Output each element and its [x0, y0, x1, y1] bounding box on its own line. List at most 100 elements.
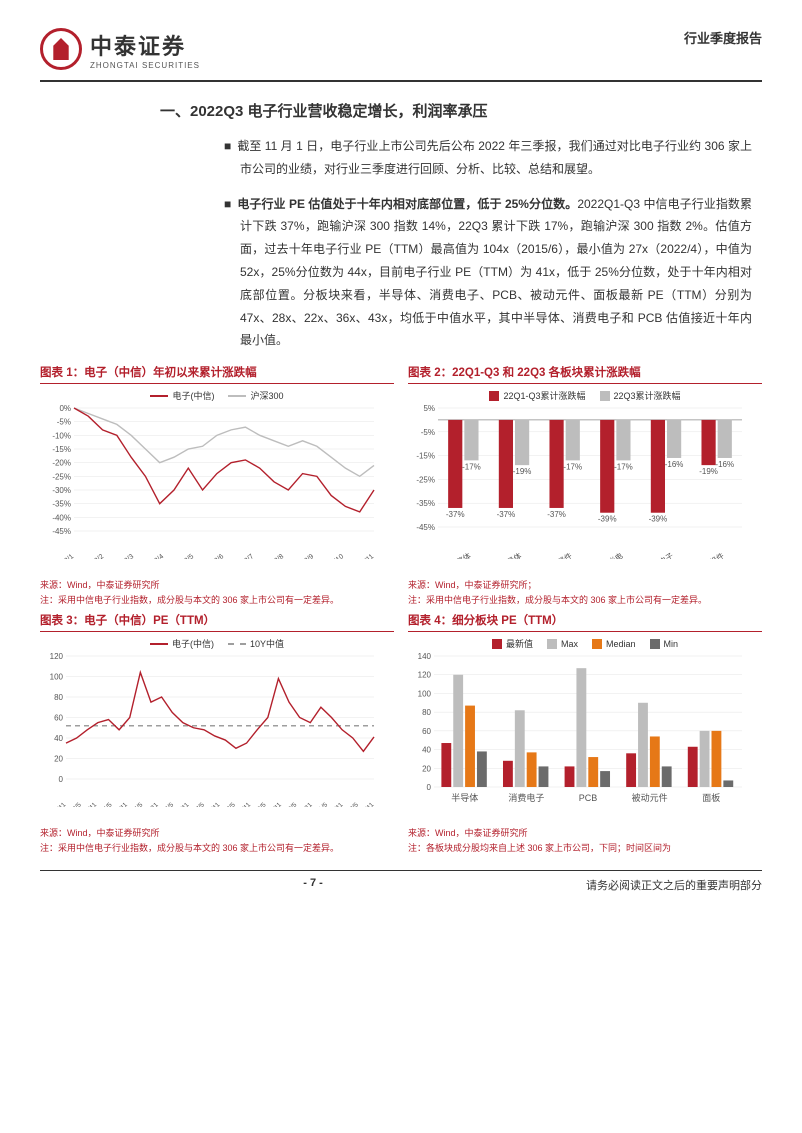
svg-text:5%: 5%: [423, 404, 435, 413]
svg-text:元器件: 元器件: [549, 550, 574, 559]
svg-text:140: 140: [418, 652, 432, 661]
logo-text-cn: 中泰证券: [90, 29, 200, 61]
svg-text:-39%: -39%: [649, 515, 668, 524]
svg-text:2022/4: 2022/4: [144, 553, 165, 559]
chart4-legend-0: 最新值: [506, 637, 533, 650]
chart-3: 图表 3：电子（中信）PE（TTM） 电子(中信) 10Y中值 120 100 80…: [40, 612, 394, 854]
svg-text:消费电子: 消费电子: [508, 792, 544, 803]
para2-rest: 2022Q1-Q3 中信电子行业指数累计下跌 37%，跑输沪深 300 指数 1…: [240, 197, 752, 348]
svg-text:-39%: -39%: [598, 515, 617, 524]
svg-text:半导体: 半导体: [451, 792, 478, 803]
svg-text:120: 120: [50, 652, 64, 661]
svg-text:60: 60: [54, 714, 63, 723]
chart2-note: 注：采用中信电子行业指数，成分股与本文的 306 家上市公司有一定差异。: [408, 593, 762, 606]
svg-text:半导体: 半导体: [499, 550, 524, 559]
svg-text:0: 0: [59, 775, 64, 784]
svg-text:被动元件: 被动元件: [632, 792, 668, 803]
chart4-note: 注：各板块成分股均来自上述 306 家上市公司，下同；时间区间为: [408, 841, 762, 854]
chart4-source: 来源：Wind，中泰证券研究所: [408, 826, 762, 839]
svg-text:-17%: -17%: [462, 463, 481, 472]
svg-text:-10%: -10%: [52, 432, 71, 441]
svg-text:消费电子: 消费电子: [644, 550, 675, 559]
svg-text:2022/10: 2022/10: [321, 553, 345, 559]
chart1-note: 注：采用中信电子行业指数，成分股与本文的 306 家上市公司有一定差异。: [40, 593, 394, 606]
company-logo: 中泰证券 ZHONGTAI SECURITIES: [40, 28, 200, 70]
svg-text:120: 120: [418, 671, 432, 680]
footer-disclaimer: 请务必阅读正文之后的重要声明部分: [586, 877, 762, 893]
logo-text-en: ZHONGTAI SECURITIES: [90, 61, 200, 70]
svg-text:80: 80: [54, 693, 63, 702]
svg-text:2022/7: 2022/7: [234, 553, 255, 559]
svg-text:-37%: -37%: [547, 510, 566, 519]
chart4-legend-3: Min: [664, 639, 679, 649]
chart3-legend-1: 10Y中值: [250, 637, 284, 650]
chart4-legend-2: Median: [606, 639, 636, 649]
chart4-legend: 最新值 Max Median Min: [408, 637, 762, 650]
svg-text:2022/3: 2022/3: [114, 553, 135, 559]
logo-icon: [40, 28, 82, 70]
svg-text:-40%: -40%: [52, 514, 71, 523]
para1-text: 截至 11 月 1 日，电子行业上市公司先后公布 2022 年三季报，我们通过对…: [237, 139, 752, 176]
svg-text:-16%: -16%: [665, 460, 684, 469]
svg-text:电子整体: 电子整体: [442, 550, 473, 559]
chart4-title: 图表 4：细分板块 PE（TTM）: [408, 612, 762, 632]
svg-text:60: 60: [422, 727, 431, 736]
chart2-legend: 22Q1-Q3累计涨跌幅 22Q3累计涨跌幅: [408, 389, 762, 402]
chart1-legend-1: 沪深300: [250, 389, 283, 402]
svg-text:2022/1: 2022/1: [54, 553, 75, 559]
chart2-legend-0: 22Q1-Q3累计涨跌幅: [503, 389, 585, 402]
para2-bold: 电子行业 PE 估值处于十年内相对底部位置，低于 25%分位数。: [237, 197, 577, 211]
svg-text:-17%: -17%: [614, 463, 633, 472]
svg-text:-45%: -45%: [52, 527, 71, 536]
svg-text:-5%: -5%: [421, 428, 435, 437]
svg-text:-20%: -20%: [52, 459, 71, 468]
svg-text:-45%: -45%: [416, 523, 435, 532]
svg-text:光学光电: 光学光电: [594, 550, 625, 559]
chart4-legend-1: Max: [561, 639, 578, 649]
chart3-note: 注：采用中信电子行业指数，成分股与本文的 306 家上市公司有一定差异。: [40, 841, 394, 854]
chart2-legend-1: 22Q3累计涨跌幅: [614, 389, 681, 402]
svg-text:20: 20: [422, 764, 431, 773]
svg-text:0: 0: [427, 783, 432, 792]
chart1-source: 来源：Wind，中泰证券研究所: [40, 578, 394, 591]
svg-text:2022/6: 2022/6: [204, 553, 225, 559]
svg-text:20: 20: [54, 755, 63, 764]
svg-text:2022/9: 2022/9: [294, 553, 315, 559]
page-header: 中泰证券 ZHONGTAI SECURITIES 行业季度报告: [40, 28, 762, 82]
svg-text:40: 40: [422, 746, 431, 755]
chart-2: 图表 2：22Q1-Q3 和 22Q3 各板块累计涨跌幅 22Q1-Q3累计涨跌…: [408, 364, 762, 606]
chart2-svg: 5% -5% -15% -25% -35% -45% -37% -17% 电子整体 -37% -19…: [408, 404, 748, 559]
page-footer: - 7 - 请务必阅读正文之后的重要声明部分: [40, 870, 762, 893]
chart2-source: 来源：Wind，中泰证券研究所；: [408, 578, 762, 591]
chart-4: 图表 4：细分板块 PE（TTM） 最新值 Max Median Min 140…: [408, 612, 762, 854]
svg-text:-17%: -17%: [563, 463, 582, 472]
svg-text:40: 40: [54, 734, 63, 743]
chart1-title: 图表 1：电子（中信）年初以来累计涨跌幅: [40, 364, 394, 384]
chart4-svg: 140120100806040200半导体消费电子PCB被动元件面板: [408, 652, 748, 807]
charts-grid: 图表 1：电子（中信）年初以来累计涨跌幅 电子(中信) 沪深300 0% -5% -…: [40, 364, 762, 854]
svg-text:2022/5: 2022/5: [174, 553, 195, 559]
svg-text:-15%: -15%: [52, 445, 71, 454]
svg-text:80: 80: [422, 708, 431, 717]
svg-text:2022/11: 2022/11: [352, 553, 376, 559]
chart1-legend-0: 电子(中信): [172, 389, 214, 402]
svg-text:PCB: PCB: [579, 793, 598, 803]
section-heading: 一、2022Q3 电子行业营收稳定增长，利润率承压: [160, 100, 762, 121]
svg-text:100: 100: [50, 673, 64, 682]
svg-text:-35%: -35%: [416, 499, 435, 508]
svg-text:-25%: -25%: [52, 473, 71, 482]
svg-text:-37%: -37%: [497, 510, 516, 519]
svg-text:2022/8: 2022/8: [264, 553, 285, 559]
svg-text:-15%: -15%: [416, 452, 435, 461]
chart3-title: 图表 3：电子（中信）PE（TTM）: [40, 612, 394, 632]
svg-text:-25%: -25%: [416, 476, 435, 485]
svg-text:0%: 0%: [59, 404, 71, 413]
page-number: - 7 -: [303, 877, 323, 893]
chart3-source: 来源：Wind，中泰证券研究所: [40, 826, 394, 839]
chart3-legend-0: 电子(中信): [172, 637, 214, 650]
svg-text:-35%: -35%: [52, 500, 71, 509]
document-type: 行业季度报告: [684, 28, 762, 47]
chart3-legend: 电子(中信) 10Y中值: [40, 637, 394, 650]
chart-1: 图表 1：电子（中信）年初以来累计涨跌幅 电子(中信) 沪深300 0%-5%-…: [40, 364, 394, 606]
svg-text:-19%: -19%: [513, 467, 532, 476]
